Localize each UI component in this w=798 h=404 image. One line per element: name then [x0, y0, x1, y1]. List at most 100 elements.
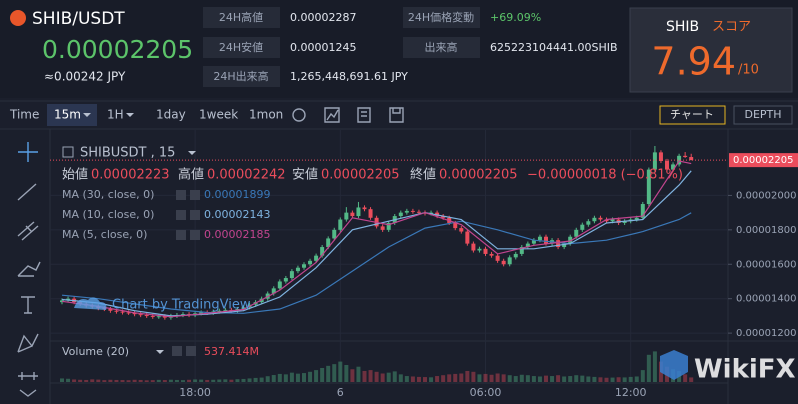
- volume-bar: [108, 379, 113, 382]
- volume-bar: [150, 380, 155, 382]
- ma-name: MA (5, close, 0): [62, 228, 147, 241]
- candle-body: [217, 310, 222, 312]
- volume-bar: [441, 375, 446, 382]
- candle-body: [501, 260, 506, 265]
- dropdown-arrow: [156, 350, 164, 354]
- candle-body: [689, 157, 694, 161]
- ohlc-value: 0.00002242: [207, 168, 286, 183]
- volume-bar: [138, 379, 143, 382]
- candle-body: [652, 152, 657, 170]
- measure-tool[interactable]: [18, 372, 38, 380]
- wikifx-watermark: WikiFX: [660, 350, 796, 385]
- volume-bar: [187, 379, 192, 382]
- tv-watermark: Chart by TradingView: [112, 298, 251, 313]
- volume-bar: [465, 370, 470, 382]
- stat-box: [203, 66, 280, 87]
- candle-body: [416, 211, 421, 213]
- candle-body: [677, 155, 682, 165]
- trendline-tool[interactable]: [17, 183, 37, 201]
- close-box[interactable]: [190, 230, 200, 240]
- volume-bar: [574, 375, 579, 382]
- volume-bar: [634, 376, 639, 382]
- candle-body: [132, 312, 137, 315]
- ohlc-value: 0.00002205: [321, 168, 400, 183]
- interval-button[interactable]: 15m: [54, 108, 81, 122]
- ohlc-legend: 始値 0.00002223 高値 0.00002242 安値 0.0000220…: [62, 167, 683, 183]
- pattern-tool[interactable]: [17, 333, 39, 353]
- fullscreen-icon[interactable]: [357, 107, 371, 123]
- dropdown-arrow: [83, 113, 91, 117]
- close-box[interactable]: [186, 346, 196, 356]
- volume-bar: [386, 372, 391, 382]
- volume-bar: [489, 374, 494, 382]
- volume-value: 537.414M: [204, 345, 259, 358]
- score-box: [629, 7, 793, 93]
- candle-body: [320, 247, 325, 256]
- last-price-tag: [729, 153, 798, 168]
- interval-button[interactable]: 1mon: [249, 108, 283, 122]
- volume-bar: [265, 376, 270, 382]
- volume-bar: [683, 374, 688, 382]
- ohlc-value: 0.00002223: [91, 168, 170, 183]
- stat-value: 0.00001245: [290, 41, 356, 54]
- volume-bar: [689, 377, 694, 382]
- settings-box[interactable]: [176, 210, 186, 220]
- dropdown-arrow: [126, 113, 134, 117]
- depth-tab[interactable]: [733, 105, 793, 125]
- score-label: スコア: [712, 20, 751, 35]
- brush-tool[interactable]: [17, 261, 41, 277]
- candle-body: [326, 238, 331, 248]
- chart-tab[interactable]: [659, 105, 726, 125]
- ma-line: [61, 160, 692, 318]
- drawing-tools: [17, 142, 41, 397]
- candle-body: [410, 210, 415, 212]
- fib-tool[interactable]: [17, 221, 39, 241]
- close-box[interactable]: [190, 190, 200, 200]
- symbol: SHIB/USDT: [32, 9, 125, 29]
- settings-box[interactable]: [176, 190, 186, 200]
- chart-tab-label[interactable]: チャート: [670, 108, 714, 121]
- candle-body: [362, 207, 367, 210]
- volume-bar: [289, 372, 294, 382]
- candle-body: [471, 243, 476, 251]
- stat-box: [203, 37, 280, 58]
- volume-bar: [356, 366, 361, 382]
- crosshair-tool[interactable]: [18, 142, 38, 162]
- interval-button[interactable]: 1day: [156, 108, 186, 122]
- settings-icon[interactable]: [292, 108, 306, 122]
- candle-body: [604, 219, 609, 222]
- interval-button[interactable]: 1week: [199, 108, 238, 122]
- tv-logo: [74, 297, 107, 310]
- text-tool[interactable]: [21, 296, 35, 314]
- candle-body: [671, 164, 676, 170]
- close-box[interactable]: [190, 210, 200, 220]
- volume-bar: [326, 365, 331, 382]
- stat-box: [403, 7, 480, 28]
- settings-box[interactable]: [176, 230, 186, 240]
- volume-bar: [525, 375, 530, 382]
- candle-body: [302, 264, 306, 268]
- interval-button[interactable]: 1H: [107, 108, 124, 122]
- volume-bar: [174, 379, 179, 382]
- stat-value: 625223104441.00SHIB: [490, 41, 618, 54]
- volume-bar: [429, 377, 434, 382]
- volume-bar: [283, 374, 288, 382]
- y-tick-label: 0.00001800: [736, 225, 796, 236]
- volume-bar: [477, 374, 482, 382]
- more-tools[interactable]: [19, 389, 37, 397]
- y-tick-label: 0.00001200: [736, 328, 796, 339]
- volume-bar: [459, 373, 464, 382]
- interval-active[interactable]: [47, 104, 97, 126]
- stats: 24H高値 0.00002287 24H安値 0.00001245 24H出来高…: [203, 7, 618, 87]
- indicator-icon[interactable]: [324, 107, 340, 123]
- symbol-icon: [62, 146, 74, 158]
- y-tick-label: 0.00001600: [736, 259, 796, 270]
- stat-value: 1,265,448,691.61 JPY: [290, 70, 408, 83]
- volume-bar: [156, 379, 161, 382]
- depth-tab-label[interactable]: DEPTH: [744, 108, 781, 121]
- candle-body: [640, 204, 645, 218]
- ma-value: 0.00002143: [204, 208, 270, 221]
- score-card: SHIB スコア 7.94 /10: [629, 7, 793, 93]
- save-icon[interactable]: [389, 107, 404, 123]
- settings-box[interactable]: [172, 346, 182, 356]
